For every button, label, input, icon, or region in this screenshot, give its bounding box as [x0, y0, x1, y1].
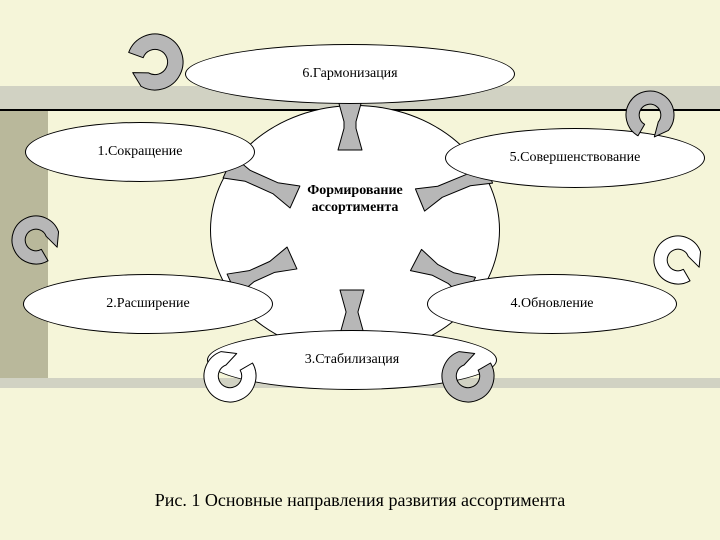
outer-node-label: 2.Расширение: [106, 296, 189, 313]
center-label-line1: Формирование: [307, 183, 403, 198]
outer-node-n1: 1.Сокращение: [25, 122, 255, 182]
outer-node-label: 3.Стабилизация: [305, 352, 399, 369]
outer-node-n5: 5.Совершенствование: [445, 128, 705, 188]
outer-node-label: 6.Гармонизация: [302, 66, 397, 83]
outer-node-n4: 4.Обновление: [427, 274, 677, 334]
diagram-stage: Формирование ассортимента 1.Сокращение 2.…: [0, 0, 720, 540]
outer-node-label: 4.Обновление: [510, 296, 593, 313]
outer-node-label: 1.Сокращение: [97, 144, 182, 161]
center-label: Формирование ассортимента: [307, 183, 403, 217]
center-label-line2: ассортимента: [312, 200, 399, 215]
figure-caption: Рис. 1 Основные направления развития асс…: [0, 490, 720, 511]
outer-node-label: 5.Совершенствование: [510, 150, 641, 167]
outer-node-n2: 2.Расширение: [23, 274, 273, 334]
outer-node-n3: 3.Стабилизация: [207, 330, 497, 390]
outer-node-n6: 6.Гармонизация: [185, 44, 515, 104]
